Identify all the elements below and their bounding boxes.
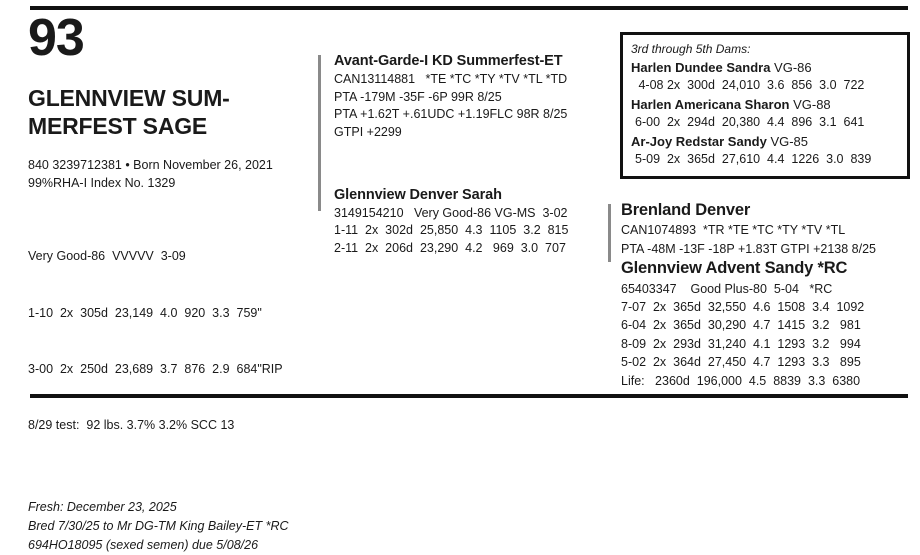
- dam-entry: Harlen Americana Sharon VG-88 6-00 2x 29…: [631, 96, 899, 132]
- dam-name: Glennview Denver Sarah: [334, 186, 502, 203]
- registration-line: 840 3239712381 • Born November 26, 2021: [28, 157, 273, 172]
- dam-entry-score: VG-86: [770, 59, 812, 75]
- sire-name: Avant-Garde-I KD Summerfest-ET: [334, 53, 563, 69]
- lactation-record: 1-10 2x 305d 23,149 4.0 920 3.3 759": [28, 305, 262, 320]
- bottom-divider-rule: [30, 394, 908, 398]
- ancestor-dams-column: 3rd through 5th Dams: Harlen Dundee Sand…: [620, 32, 910, 179]
- dam-entry-name-text: Harlen Dundee Sandra: [631, 59, 771, 75]
- second-dam-record: 8-09 2x 293d 31,240 4.1 1293 3.2 994: [621, 336, 861, 351]
- second-dam-lifetime-record: Life: 2360d 196,000 4.5 8839 3.3 6380: [621, 373, 861, 388]
- production-block: Very Good-86 VVVVV 3-09 1-10 2x 305d 23,…: [28, 210, 318, 473]
- dam-entry-score: VG-85: [766, 133, 809, 149]
- maternal-sire-name: Brenland Denver: [621, 201, 751, 219]
- dam-entry-score: VG-88: [789, 96, 831, 112]
- dam-entry-record: 5-09 2x 365d 27,610 4.4 1226 3.0 839: [635, 151, 872, 166]
- second-dam-record: 5-02 2x 364d 27,450 4.7 1293 3.3 895: [621, 355, 861, 370]
- top-divider-rule: [30, 6, 908, 10]
- dam-lactation-record: 2-11 2x 206d 23,290 4.2 969 3.0 707: [334, 241, 566, 256]
- dam-entry-name: Harlen Dundee Sandra VG-86: [631, 59, 899, 77]
- dams-box: 3rd through 5th Dams: Harlen Dundee Sand…: [620, 32, 910, 179]
- maternal-sire-id-line: CAN1074893 *TR *TE *TC *TY *TV *TL: [621, 223, 846, 238]
- dam-entry: Harlen Dundee Sandra VG-86 4-08 2x 300d …: [631, 59, 899, 95]
- sire-block: Avant-Garde-I KD Summerfest-ET CAN131148…: [318, 52, 606, 191]
- second-dam-record: 7-07 2x 365d 32,550 4.6 1508 3.4 1092: [621, 300, 865, 314]
- sire-pta-type-line: PTA +1.62T +.61UDC +1.19FLC 98R 8/25: [334, 107, 568, 122]
- dam-entry-name: Ar-Joy Redstar Sandy VG-85: [631, 133, 899, 151]
- sire-id-line: CAN13114881 *TE *TC *TY *TV *TL *TD: [334, 71, 568, 86]
- maternal-line-column: Brenland Denver CAN1074893 *TR *TE *TC *…: [608, 200, 913, 390]
- dam-entry: Ar-Joy Redstar Sandy VG-85 5-09 2x 365d …: [631, 133, 899, 169]
- maternal-sire-pta-line: PTA -48M -13F -18P +1.83T GTPI +2138 8/2…: [621, 241, 877, 256]
- second-dam-record: 6-04 2x 365d 30,290 4.7 1415 3.2 981: [621, 318, 861, 333]
- sire-pta-milk-line: PTA -179M -35F -6P 99R 8/25: [334, 89, 502, 104]
- dam-entry-name-text: Harlen Americana Sharon: [631, 96, 790, 112]
- animal-name: GLENNVIEW SUM- MERFEST SAGE: [28, 85, 230, 139]
- pedigree-column: Avant-Garde-I KD Summerfest-ET CAN131148…: [318, 52, 606, 258]
- dam-block: Glennview Denver Sarah 3149154210 Very G…: [318, 186, 606, 258]
- dam-entry-record: 6-00 2x 294d 20,380 4.4 896 3.1 641: [635, 114, 865, 129]
- dam-entry-record: 4-08 2x 300d 24,010 3.6 856 3.0 722: [635, 77, 865, 92]
- dam-entry-name-text: Ar-Joy Redstar Sandy: [631, 133, 767, 149]
- lactation-record: 3-00 2x 250d 23,689 3.7 876 2.9 684"RIP: [28, 361, 283, 376]
- bred-to-line: Bred 7/30/25 to Mr DG-TM King Bailey-ET …: [28, 519, 289, 534]
- breeding-notes-block: Fresh: December 23, 2025 Bred 7/30/25 to…: [28, 498, 318, 555]
- lot-info-column: 93 GLENNVIEW SUM- MERFEST SAGE 840 32397…: [28, 9, 318, 555]
- second-dam-id-line: 65403347 Good Plus-80 5-04 *RC: [621, 281, 833, 296]
- due-date-line: 694HO18095 (sexed semen) due 5/08/26: [28, 538, 259, 553]
- classification-line: Very Good-86 VVVVV 3-09: [28, 249, 186, 264]
- dam-id-line: 3149154210 Very Good-86 VG-MS 3-02: [334, 205, 568, 220]
- test-day-line: 8/29 test: 92 lbs. 3.7% 3.2% SCC 13: [28, 418, 235, 433]
- catalog-page: 93 GLENNVIEW SUM- MERFEST SAGE 840 32397…: [28, 6, 913, 552]
- fresh-date-line: Fresh: December 23, 2025: [28, 500, 177, 515]
- dam-entry-name: Harlen Americana Sharon VG-88: [631, 96, 899, 114]
- index-line: 99%RHA-I Index No. 1329: [28, 175, 176, 190]
- identification-block: 840 3239712381 • Born November 26, 2021 …: [28, 156, 318, 192]
- dam-lactation-record: 1-11 2x 302d 25,850 4.3 1105 3.2 815: [334, 223, 569, 238]
- lot-number: 93: [28, 9, 85, 67]
- maternal-sire-block: Brenland Denver CAN1074893 *TR *TE *TC *…: [608, 200, 913, 390]
- sire-gtpi-line: GTPI +2299: [334, 125, 402, 140]
- second-dam-name: Glennview Advent Sandy *RC: [621, 259, 848, 278]
- dams-box-caption: 3rd through 5th Dams:: [631, 42, 751, 56]
